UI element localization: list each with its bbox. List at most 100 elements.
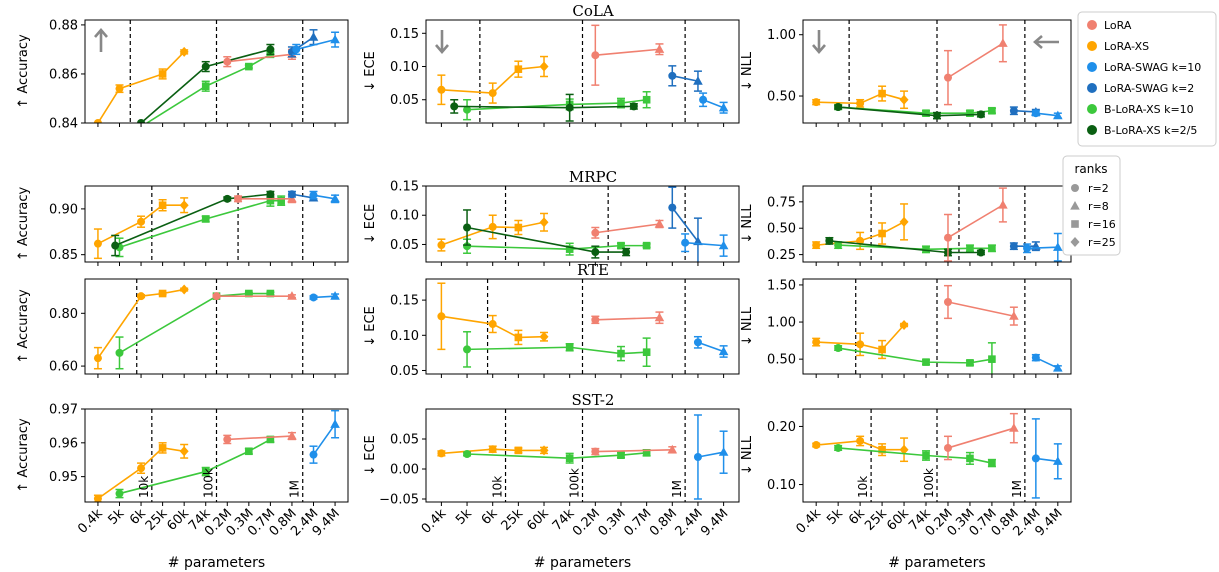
marker-circle	[115, 136, 123, 144]
marker-square	[878, 445, 886, 454]
marker-square	[201, 215, 210, 223]
x-tick-label: 25k	[862, 506, 890, 534]
arrow-head	[812, 44, 826, 54]
marker-square	[201, 82, 210, 91]
series-line	[697, 451, 724, 458]
y-tick-label: 0.15	[390, 294, 419, 309]
row-sst-2: SST-2 10k 100k 1M 0.95 0.96 0.97 ↑ Accuracy 0.4k…	[16, 391, 1072, 571]
series-b-lora-xs-k-2-5	[463, 209, 631, 259]
y-tick-label: 0.15	[390, 27, 419, 42]
series-lora-xs	[93, 46, 189, 123]
series-line	[119, 438, 271, 495]
series-line	[1027, 246, 1058, 250]
marker-circle	[693, 453, 702, 461]
arrow-left-icon	[1033, 35, 1059, 49]
marker-diamond	[539, 61, 549, 72]
marker-square	[878, 229, 886, 238]
arrow-head	[435, 44, 449, 54]
marker-circle	[668, 71, 677, 80]
marker-circle	[488, 222, 497, 231]
marker-circle	[591, 315, 600, 324]
marker-circle	[1071, 184, 1079, 192]
x-tick-label: 0.8M	[647, 506, 680, 539]
series-lora-xs	[812, 85, 909, 110]
marker-diamond	[539, 445, 549, 456]
series-lora-xs	[93, 197, 189, 260]
panel-mrpc-ece: 0.05 0.10 0.15 ↓ ECE	[363, 180, 740, 266]
marker-triangle	[330, 34, 340, 44]
axes-frame	[84, 278, 349, 375]
marker-circle	[137, 292, 146, 301]
marker-square	[878, 345, 886, 354]
series-line	[227, 435, 292, 441]
legend-entry: r=16	[1088, 218, 1116, 231]
marker-circle	[565, 103, 574, 112]
y-tick-label: 1.00	[767, 28, 796, 43]
series-line	[947, 301, 1015, 317]
separator-label: 1M	[288, 480, 302, 498]
y-tick-label: 0.50	[767, 90, 796, 105]
marker-circle	[1031, 353, 1040, 362]
x-tick-label: 60k	[524, 506, 552, 534]
series-lora-swag-k-2	[287, 29, 319, 58]
series-line	[145, 53, 271, 123]
plot-area	[812, 186, 1063, 262]
marker-circle	[137, 464, 146, 473]
marker-triangle	[1070, 201, 1080, 210]
marker-diamond	[539, 217, 549, 228]
marker-circle	[834, 443, 843, 452]
marker-circle	[463, 105, 472, 114]
marker-square	[514, 333, 523, 342]
marker-square	[245, 447, 253, 456]
marker-circle	[622, 248, 631, 257]
series-line	[296, 38, 336, 51]
marker-square	[966, 109, 974, 117]
marker-circle	[856, 340, 865, 349]
x-tick-label: 0.3M	[596, 506, 629, 539]
y-tick-label: 0.50	[767, 353, 796, 368]
marker-triangle	[998, 200, 1008, 209]
arrow-up-icon	[94, 28, 108, 52]
dataset-title: MRPC	[569, 168, 617, 186]
y-tick-label: 0.10	[390, 329, 419, 344]
marker-square	[642, 348, 651, 356]
marker-circle	[287, 190, 296, 199]
series-lora-swag-k-10	[693, 335, 729, 358]
axes-frame	[802, 19, 1072, 124]
marker-circle	[488, 89, 497, 98]
marker-circle	[223, 194, 232, 203]
legend-swatch	[1087, 104, 1097, 114]
marker-square	[514, 223, 523, 232]
marker-square	[565, 245, 574, 253]
marker-square	[966, 244, 974, 253]
legend-entry: r=25	[1088, 236, 1116, 249]
x-tick-label: 6k	[479, 506, 501, 528]
series-lora-xs	[812, 203, 909, 251]
series-line	[97, 288, 185, 359]
y-tick-label: 0.15	[390, 180, 419, 195]
axes-frame	[425, 19, 740, 124]
series-line	[467, 346, 647, 355]
marker-circle	[111, 241, 120, 250]
marker-circle	[223, 57, 232, 66]
series-b-lora-xs-k-10	[115, 194, 286, 258]
marker-triangle	[287, 291, 297, 300]
plot-area	[437, 409, 729, 502]
series-b-lora-xs-k-2-5	[137, 43, 275, 123]
series-line	[947, 42, 1004, 79]
marker-circle	[488, 320, 497, 329]
series-lora-swag-k-10	[681, 233, 729, 257]
plot-area	[93, 20, 340, 144]
plot-area	[437, 279, 729, 374]
series-line	[947, 427, 1015, 449]
y-tick-label: 0.75	[767, 195, 796, 210]
y-tick-label: 0.25	[767, 248, 796, 263]
axes-frame	[84, 19, 349, 124]
axes-frame	[425, 408, 740, 503]
series-line	[312, 423, 336, 456]
marker-triangle	[1053, 110, 1063, 120]
panel-rte-accuracy: 0.60 0.80 ↑ Accuracy	[16, 278, 349, 378]
